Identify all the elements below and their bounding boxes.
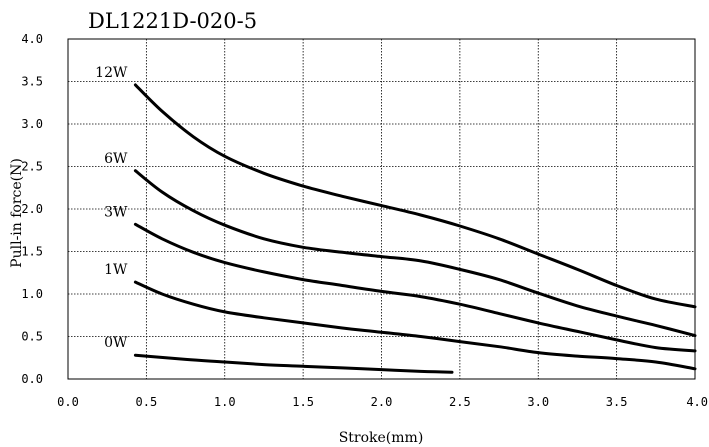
x-tick-label: 3.0 (527, 395, 549, 409)
y-tick-label: 1.0 (21, 287, 43, 301)
y-tick-label: 0.5 (21, 330, 43, 344)
series-label-12w: 12W (95, 65, 128, 81)
x-tick-label: 2.0 (371, 395, 393, 409)
chart-title: DL1221D-020-5 (88, 9, 257, 33)
x-tick-label: 0.5 (136, 395, 158, 409)
x-tick-label: 0.0 (57, 395, 79, 409)
series-line-3w (133, 222, 697, 353)
x-tick-label: 4.0 (686, 395, 708, 409)
y-tick-label: 4.0 (21, 32, 43, 46)
series-label-0w: 0W (104, 335, 128, 351)
y-tick-label: 3.0 (21, 117, 43, 131)
y-tick-labels: 0.0 0.5 1.0 1.5 2.0 2.5 3.0 3.5 4.0 (21, 32, 43, 386)
x-tick-labels: 0.0 0.5 1.0 1.5 2.0 2.5 3.0 3.5 4.0 (57, 395, 708, 409)
series-labels: 12W 6W 3W 1W 0W (95, 65, 128, 351)
x-tick-label: 3.5 (606, 395, 628, 409)
y-tick-label: 3.5 (21, 75, 43, 89)
series-line-0w (133, 353, 454, 374)
y-tick-label: 0.0 (21, 372, 43, 386)
y-axis-label: Pull-in force(N) (9, 158, 25, 268)
series-line-1w (133, 280, 697, 371)
series-label-6w: 6W (104, 151, 128, 167)
y-tick-label: 2.5 (21, 160, 43, 174)
series-label-1w: 1W (104, 262, 128, 278)
plot-frame (67, 38, 696, 380)
x-axis-label: Stroke(mm) (339, 430, 424, 446)
x-tick-label: 1.0 (214, 395, 236, 409)
y-tick-label: 1.5 (21, 245, 43, 259)
series-label-3w: 3W (104, 204, 128, 220)
series-line-6w (133, 169, 697, 338)
series-curves (133, 83, 697, 374)
gridlines (68, 39, 695, 379)
series-line-12w (133, 83, 697, 309)
x-tick-label: 2.5 (449, 395, 471, 409)
y-tick-label: 2.0 (21, 202, 43, 216)
x-tick-label: 1.5 (292, 395, 314, 409)
